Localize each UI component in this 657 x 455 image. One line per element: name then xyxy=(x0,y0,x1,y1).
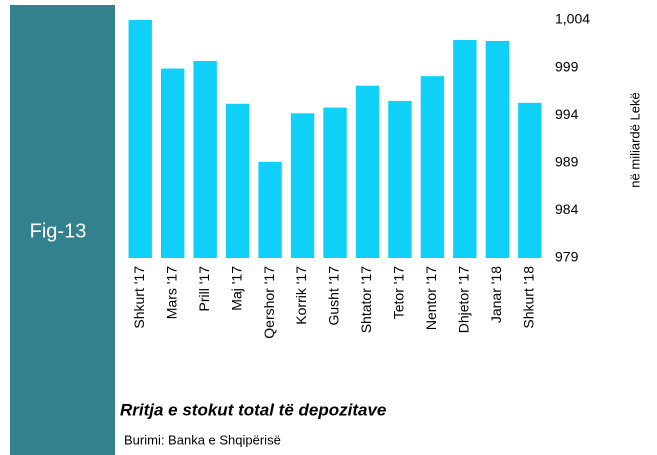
x-tick-label: Qershor '17 xyxy=(261,266,277,339)
y-tick-label: 989 xyxy=(555,154,579,170)
figure-label: Fig-13 xyxy=(30,220,87,242)
y-tick-label: 999 xyxy=(555,58,579,74)
x-tick-label: Mars '17 xyxy=(163,266,179,319)
y-tick-label: 984 xyxy=(555,201,579,217)
y-tick-label: 1,004 xyxy=(555,11,590,27)
bar xyxy=(128,20,152,258)
bar xyxy=(388,100,412,258)
bar xyxy=(518,102,542,258)
x-tick-label: Prill '17 xyxy=(196,266,212,312)
x-tick-label: Nentor '17 xyxy=(423,266,439,330)
bar xyxy=(193,60,217,258)
sidebar xyxy=(10,5,115,455)
bar xyxy=(323,107,347,258)
x-tick-label: Shkurt '18 xyxy=(520,266,536,329)
x-tick-label: Korrik '17 xyxy=(293,266,309,325)
bar xyxy=(453,39,477,258)
y-tick-label: 994 xyxy=(555,106,579,122)
bar xyxy=(258,161,282,258)
bar xyxy=(485,40,509,258)
bar xyxy=(355,85,380,258)
x-tick-label: Gusht '17 xyxy=(326,266,342,326)
x-tick-label: Shkurt '17 xyxy=(131,266,147,329)
bar xyxy=(225,103,250,258)
y-axis-label: në miliardë Lekë xyxy=(627,92,642,187)
bar xyxy=(161,68,185,258)
bar xyxy=(290,113,315,259)
x-tick-label: Janar '18 xyxy=(488,266,504,323)
x-tick-label: Maj '17 xyxy=(228,266,244,311)
chart-title: Rritja e stokut total të depozitave xyxy=(120,400,386,419)
bar xyxy=(420,76,445,258)
x-tick-label: Shtator '17 xyxy=(358,266,374,333)
x-tick-label: Tetor '17 xyxy=(391,266,407,319)
x-tick-label: Dhjetor '17 xyxy=(456,266,472,333)
source: Burimi: Banka e Shqipërisë xyxy=(124,432,281,447)
y-tick-label: 979 xyxy=(555,249,579,265)
